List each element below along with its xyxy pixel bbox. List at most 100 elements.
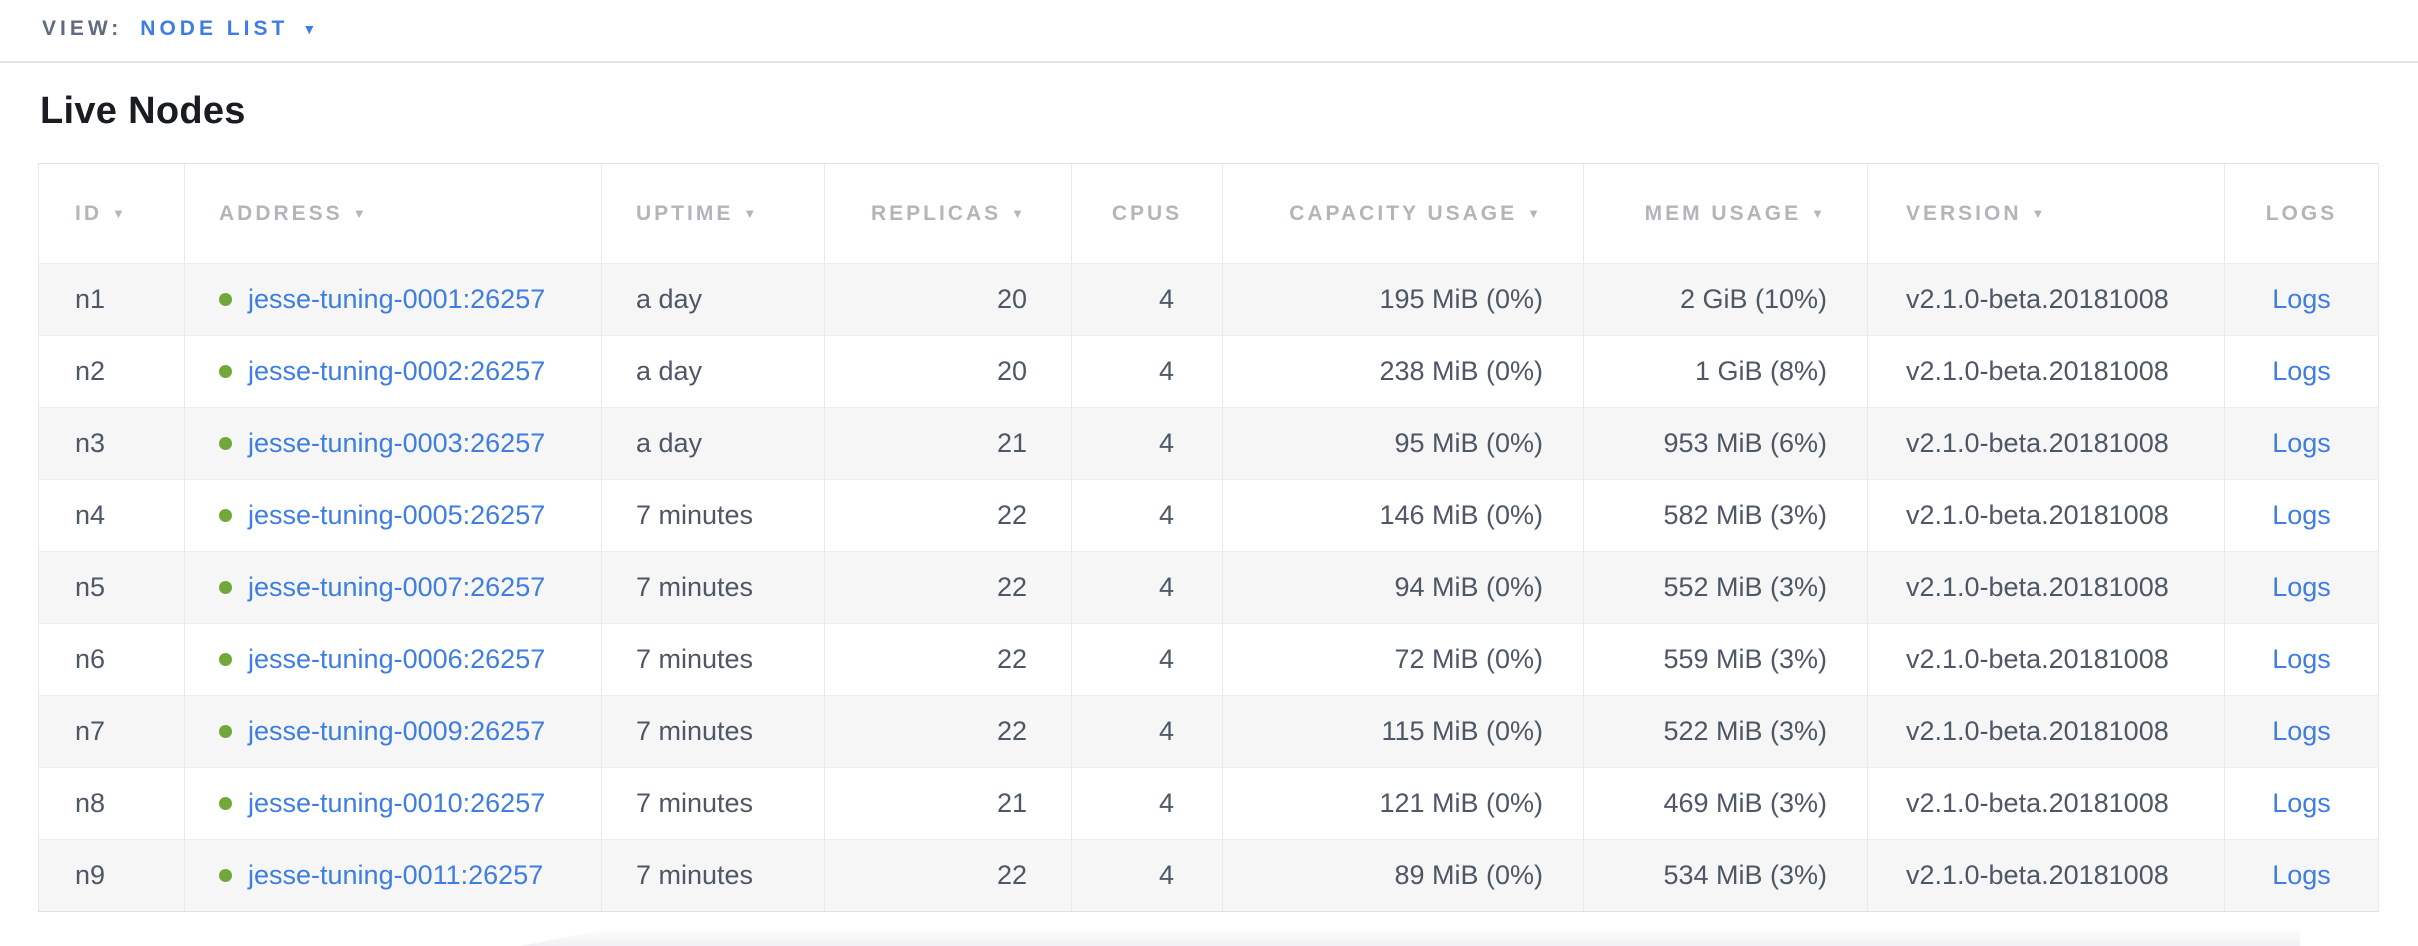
logs-link[interactable]: Logs (2272, 860, 2331, 890)
logs-cell: Logs (2224, 695, 2379, 768)
column-header-cpus: CPUS (1071, 163, 1223, 264)
replicas-cell: 20 (824, 335, 1072, 408)
column-label: CPUS (1111, 201, 1183, 225)
replicas-cell: 22 (824, 695, 1072, 768)
table-header-row: ID ▼ ADDRESS ▼ UPTIME ▼ REPLICAS ▼ CPUS CAPACITY … (38, 163, 2379, 264)
node-id-cell: n5 (38, 551, 185, 624)
cpus-cell: 4 (1071, 839, 1223, 912)
cpus-cell: 4 (1071, 695, 1223, 768)
uptime-cell: 7 minutes (601, 551, 825, 624)
column-label: UPTIME (636, 201, 734, 225)
replicas-cell: 22 (824, 623, 1072, 696)
node-address-link[interactable]: jesse-tuning-0007:26257 (248, 572, 546, 602)
node-id-cell: n6 (38, 623, 185, 696)
logs-link[interactable]: Logs (2272, 788, 2331, 818)
capacity-usage-cell: 238 MiB (0%) (1222, 335, 1584, 408)
column-label: MEM USAGE (1644, 201, 1802, 225)
sort-arrow-icon: ▼ (352, 205, 369, 221)
node-address-link[interactable]: jesse-tuning-0009:26257 (248, 716, 546, 746)
sort-arrow-icon: ▼ (743, 205, 760, 221)
cpus-cell: 4 (1071, 407, 1223, 480)
node-id-cell: n1 (38, 263, 185, 336)
table-header: ID ▼ ADDRESS ▼ UPTIME ▼ REPLICAS ▼ CPUS CAPACITY … (38, 163, 2379, 264)
logs-link[interactable]: Logs (2272, 500, 2331, 530)
address-cell: jesse-tuning-0005:26257 (184, 479, 602, 552)
table-row-n2: n2 jesse-tuning-0002:26257 a day 20 4 238 MiB… (38, 335, 2379, 408)
logs-link[interactable]: Logs (2272, 284, 2331, 314)
node-address-link[interactable]: jesse-tuning-0001:26257 (248, 284, 546, 314)
node-address-link[interactable]: jesse-tuning-0005:26257 (248, 500, 546, 530)
node-healthy-dot-icon (219, 869, 232, 882)
mem-usage-cell: 522 MiB (3%) (1583, 695, 1868, 768)
uptime-cell: 7 minutes (601, 479, 825, 552)
node-address-link[interactable]: jesse-tuning-0010:26257 (248, 788, 546, 818)
capacity-usage-cell: 89 MiB (0%) (1222, 839, 1584, 912)
logs-cell: Logs (2224, 551, 2379, 624)
logs-link[interactable]: Logs (2272, 572, 2331, 602)
node-healthy-dot-icon (219, 437, 232, 450)
mem-usage-cell: 582 MiB (3%) (1583, 479, 1868, 552)
mem-usage-cell: 469 MiB (3%) (1583, 767, 1868, 840)
node-address-link[interactable]: jesse-tuning-0006:26257 (248, 644, 546, 674)
sort-arrow-icon: ▼ (1011, 205, 1027, 221)
sort-arrow-icon: ▼ (2031, 205, 2048, 221)
column-header-capacity_usage[interactable]: CAPACITY USAGE ▼ (1222, 163, 1584, 264)
column-label: ID (75, 201, 102, 225)
logs-link[interactable]: Logs (2272, 356, 2331, 386)
column-label: CAPACITY USAGE (1289, 201, 1518, 225)
node-address-link[interactable]: jesse-tuning-0011:26257 (248, 860, 544, 890)
view-label: VIEW: (42, 16, 123, 40)
table-row-n6: n6 jesse-tuning-0006:26257 7 minutes 22 4 72 … (38, 623, 2379, 696)
node-address-link[interactable]: jesse-tuning-0002:26257 (248, 356, 546, 386)
uptime-cell: 7 minutes (601, 839, 825, 912)
capacity-usage-cell: 94 MiB (0%) (1222, 551, 1584, 624)
replicas-cell: 21 (824, 767, 1072, 840)
address-cell: jesse-tuning-0001:26257 (184, 263, 602, 336)
logs-cell: Logs (2224, 263, 2379, 336)
capacity-usage-cell: 121 MiB (0%) (1222, 767, 1584, 840)
node-healthy-dot-icon (219, 797, 232, 810)
cpus-cell: 4 (1071, 263, 1223, 336)
column-label: ADDRESS (219, 201, 343, 225)
node-id-cell: n4 (38, 479, 185, 552)
node-id-cell: n8 (38, 767, 185, 840)
chevron-down-icon: ▼ (302, 20, 321, 37)
version-cell: v2.1.0-beta.20181008 (1867, 479, 2225, 552)
column-header-replicas[interactable]: REPLICAS ▼ (824, 163, 1072, 264)
replicas-cell: 20 (824, 263, 1072, 336)
mem-usage-cell: 559 MiB (3%) (1583, 623, 1868, 696)
table-body: n1 jesse-tuning-0001:26257 a day 20 4 195 MiB… (38, 263, 2379, 912)
version-cell: v2.1.0-beta.20181008 (1867, 335, 2225, 408)
logs-cell: Logs (2224, 335, 2379, 408)
column-header-logs: LOGS (2224, 163, 2379, 264)
logs-link[interactable]: Logs (2272, 716, 2331, 746)
mem-usage-cell: 2 GiB (10%) (1583, 263, 1868, 336)
table-row-n9: n9 jesse-tuning-0011:26257 7 minutes 22 4 89 … (38, 839, 2379, 912)
address-cell: jesse-tuning-0006:26257 (184, 623, 602, 696)
replicas-cell: 22 (824, 839, 1072, 912)
uptime-cell: a day (601, 263, 825, 336)
logs-link[interactable]: Logs (2272, 644, 2331, 674)
column-header-address[interactable]: ADDRESS ▼ (184, 163, 602, 264)
node-healthy-dot-icon (219, 725, 232, 738)
table-row-n1: n1 jesse-tuning-0001:26257 a day 20 4 195 MiB… (38, 263, 2379, 336)
view-bar: VIEW: NODE LIST ▼ (0, 0, 2418, 63)
node-id-cell: n2 (38, 335, 185, 408)
column-header-uptime[interactable]: UPTIME ▼ (601, 163, 825, 264)
uptime-cell: 7 minutes (601, 767, 825, 840)
view-mode-dropdown[interactable]: NODE LIST ▼ (140, 17, 320, 41)
table-row-n4: n4 jesse-tuning-0005:26257 7 minutes 22 4 146… (38, 479, 2379, 552)
replicas-cell: 22 (824, 479, 1072, 552)
address-cell: jesse-tuning-0009:26257 (184, 695, 602, 768)
version-cell: v2.1.0-beta.20181008 (1867, 839, 2225, 912)
column-header-mem_usage[interactable]: MEM USAGE ▼ (1583, 163, 1868, 264)
mem-usage-cell: 534 MiB (3%) (1583, 839, 1868, 912)
version-cell: v2.1.0-beta.20181008 (1867, 263, 2225, 336)
capacity-usage-cell: 146 MiB (0%) (1222, 479, 1584, 552)
node-address-link[interactable]: jesse-tuning-0003:26257 (248, 428, 546, 458)
column-header-version[interactable]: VERSION ▼ (1867, 163, 2225, 264)
column-header-id[interactable]: ID ▼ (38, 163, 185, 264)
logs-cell: Logs (2224, 479, 2379, 552)
node-id-cell: n9 (38, 839, 185, 912)
logs-link[interactable]: Logs (2272, 428, 2331, 458)
